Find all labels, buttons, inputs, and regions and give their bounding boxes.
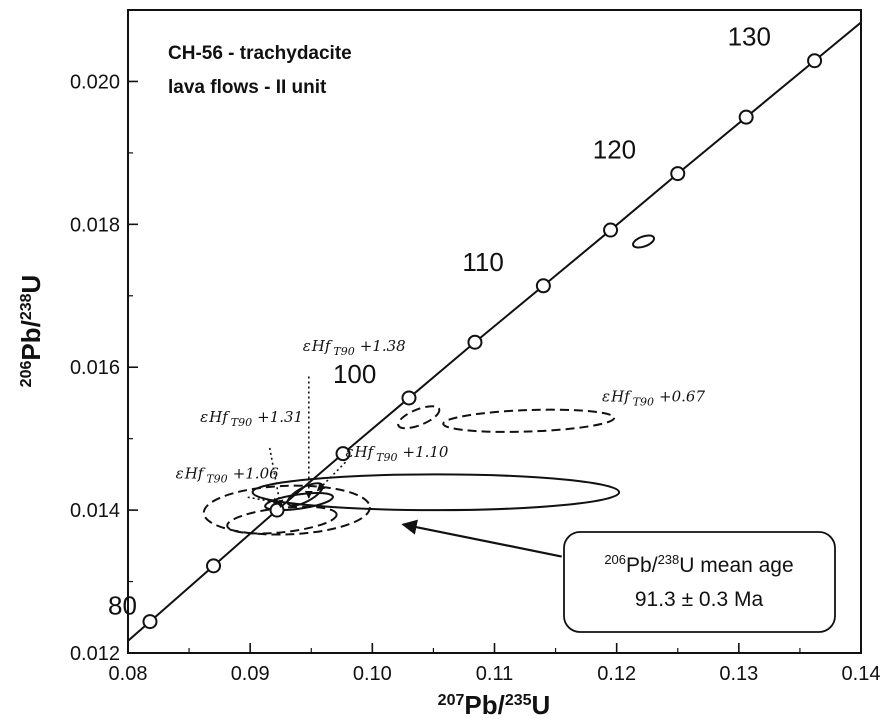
dashed-ellipse <box>442 408 616 433</box>
y-tick-label: 0.014 <box>70 500 120 522</box>
concordia-age-marker <box>269 502 285 518</box>
y-label-element-1: Pb/ <box>16 320 46 360</box>
ehf-base: Hf <box>311 337 333 355</box>
age-label: 100 <box>333 359 376 389</box>
ehf-value: +0.67 <box>659 388 705 406</box>
ehf-symbol: ε <box>200 408 208 426</box>
title-line-1: CH-56 - trachydacite <box>168 43 352 64</box>
ehf-arrow <box>268 447 284 509</box>
x-tick-label: 0.12 <box>597 663 636 685</box>
concordia-age-marker <box>807 53 823 69</box>
concordia-age-marker <box>142 614 158 630</box>
ehf-subscript: T90 <box>206 473 227 486</box>
x-tick-label: 0.14 <box>842 663 881 685</box>
x-tick-label: 0.08 <box>109 663 148 685</box>
ehf-symbol: ε <box>345 443 353 461</box>
concordia-age-marker <box>670 166 686 182</box>
x-axis: 0.08 0.09 0.10 0.11 0.12 0.13 0.14 <box>109 643 881 685</box>
y-axis-label: 206Pb/238U <box>16 275 46 388</box>
ehf-subscript: T90 <box>633 396 654 409</box>
x-axis-label: 207Pb/235U <box>438 690 551 720</box>
x-tick-label: 0.13 <box>719 663 758 685</box>
y-tick-label: 0.020 <box>70 71 120 93</box>
y-tick-label: 0.016 <box>70 357 120 379</box>
ehf-arrow <box>316 461 347 492</box>
ehf-base: Hf <box>354 443 376 461</box>
title-line-2: lava flows - II unit <box>168 77 327 98</box>
y-tick-label: 0.018 <box>70 214 120 236</box>
dashed-ellipse <box>202 484 371 536</box>
x-label-element-1: Pb/ <box>464 690 504 720</box>
concordia-age-marker <box>467 334 483 350</box>
age-label: 80 <box>108 591 137 621</box>
concordia-curve <box>128 21 861 642</box>
mean-age-line-1: 206Pb/238U mean age <box>604 552 793 577</box>
concordia-age-marker <box>738 109 754 125</box>
ehf-base: Hf <box>184 465 206 483</box>
age-label: 130 <box>728 22 771 52</box>
x-label-mass-2: 235 <box>505 692 532 709</box>
x-label-element-2: U <box>532 690 551 720</box>
ehf-value: +1.06 <box>233 465 279 483</box>
ehf-base: Hf <box>610 388 632 406</box>
solid-ellipse <box>632 234 656 249</box>
concordia-age-marker <box>206 558 222 574</box>
age-label: 120 <box>593 135 636 165</box>
x-label-mass-1: 207 <box>438 692 465 709</box>
ehf-annotation: εHf T90 +1.10 <box>345 443 448 464</box>
concordia-age-marker <box>535 278 551 294</box>
solid-ellipse <box>264 492 334 512</box>
mean-age-box: 206Pb/238U mean age 91.3 ± 0.3 Ma <box>401 519 836 633</box>
x-tick-label: 0.10 <box>353 663 392 685</box>
mean-age-box-frame <box>563 531 836 633</box>
ehf-symbol: ε <box>303 337 311 355</box>
mean-age-sup-2: 238 <box>658 552 680 567</box>
y-label-mass-1: 206 <box>18 361 35 388</box>
ehf-arrow <box>247 496 282 506</box>
age-label: 110 <box>462 247 503 277</box>
ehf-annotation: εHf T90 +1.31 <box>200 408 303 429</box>
ehf-value: +1.10 <box>403 443 449 461</box>
mean-age-sup-1: 206 <box>604 552 626 567</box>
ehf-symbol: ε <box>176 465 184 483</box>
dashed-ellipse <box>397 405 441 430</box>
x-tick-label: 0.09 <box>231 663 270 685</box>
ehf-subscript: T90 <box>376 451 397 464</box>
y-tick-label: 0.012 <box>70 643 120 665</box>
concordia-age-marker <box>603 222 619 238</box>
mean-age-arrow <box>401 519 562 558</box>
error-ellipses <box>202 234 656 536</box>
mean-age-element-2: U mean age <box>679 554 793 577</box>
concordia-age-marker <box>401 390 417 406</box>
ehf-annotation: εHf T90 +1.38 <box>303 337 406 358</box>
solid-ellipse <box>251 473 621 512</box>
ehf-value: +1.38 <box>360 337 406 355</box>
age-labels: 80 100 110 120 130 <box>108 22 771 621</box>
x-tick-label: 0.11 <box>476 663 513 685</box>
ehf-value: +1.31 <box>257 408 303 426</box>
ehf-annotation: εHf T90 +0.67 <box>602 388 705 409</box>
y-label-mass-2: 238 <box>18 293 35 320</box>
mean-age-element-1: Pb/ <box>626 554 658 577</box>
concordia-age-marker <box>335 446 351 462</box>
ehf-subscript: T90 <box>333 345 354 358</box>
ehf-annotation: εHf T90 +1.06 <box>176 465 279 486</box>
y-axis: 0.012 0.014 0.016 0.018 0.020 <box>70 71 138 665</box>
ehf-symbol: ε <box>602 388 610 406</box>
ehf-subscript: T90 <box>231 416 252 429</box>
y-label-element-2: U <box>16 275 46 294</box>
ehf-base: Hf <box>208 408 230 426</box>
mean-age-line-2: 91.3 ± 0.3 Ma <box>635 588 764 611</box>
title-block: CH-56 - trachydacite lava flows - II uni… <box>168 43 352 98</box>
